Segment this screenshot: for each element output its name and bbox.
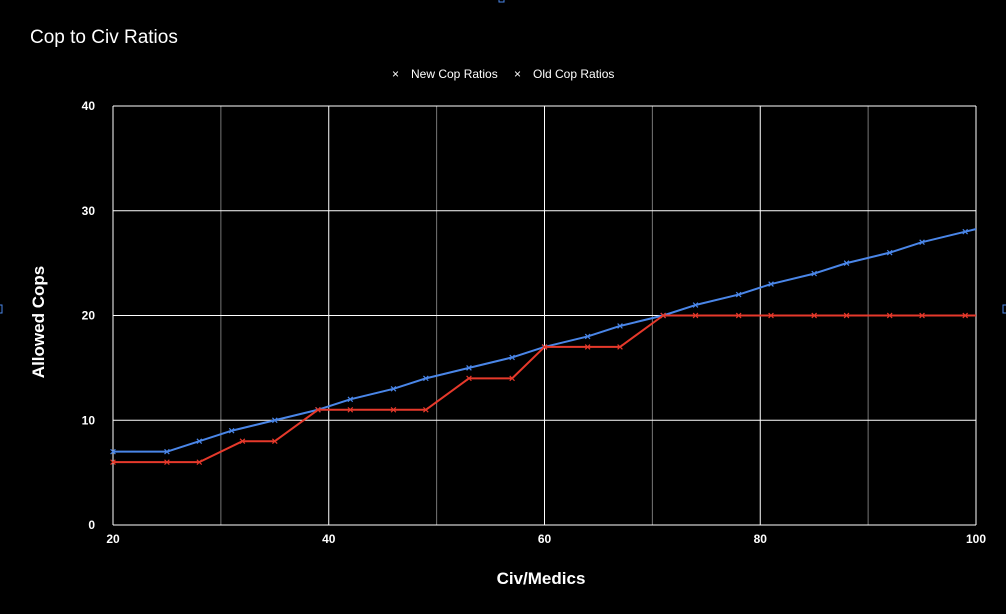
data-point[interactable]: [509, 354, 515, 361]
data-point[interactable]: [984, 224, 989, 229]
data-point[interactable]: [692, 312, 699, 319]
data-point[interactable]: [347, 406, 354, 413]
legend-marker-old: ×: [514, 67, 521, 81]
data-point[interactable]: [196, 438, 203, 445]
data-point[interactable]: [509, 375, 515, 382]
data-point[interactable]: [962, 312, 969, 319]
data-point[interactable]: [164, 448, 170, 455]
data-point[interactable]: [466, 375, 472, 382]
series-line: [113, 228, 976, 453]
data-point[interactable]: [110, 448, 116, 455]
data-point[interactable]: [196, 459, 203, 465]
legend-label-old: Old Cop Ratios: [533, 67, 614, 81]
x-axis-label: Civ/Medics: [497, 569, 586, 588]
y-axis-label: Allowed Cops: [29, 266, 48, 378]
data-point[interactable]: [843, 260, 850, 266]
y-tick-label: 0: [88, 518, 95, 532]
data-point[interactable]: [239, 438, 246, 445]
data-point[interactable]: [811, 312, 818, 319]
x-tick-label: 60: [538, 532, 552, 546]
x-tick-label: 80: [754, 532, 768, 546]
series-line: [113, 314, 976, 464]
data-point[interactable]: [271, 438, 278, 445]
data-point[interactable]: [423, 406, 429, 413]
x-tick-label: 40: [322, 532, 336, 546]
data-point[interactable]: [541, 344, 548, 350]
data-point[interactable]: [886, 312, 893, 319]
data-point[interactable]: [843, 312, 850, 319]
data-point[interactable]: [735, 291, 742, 298]
data-point[interactable]: [692, 302, 699, 308]
legend-label-new: New Cop Ratios: [411, 67, 498, 81]
data-point[interactable]: [984, 313, 989, 318]
series-1: [110, 312, 989, 465]
y-tick-label: 30: [82, 204, 96, 218]
data-point[interactable]: [228, 427, 235, 434]
data-point[interactable]: [164, 459, 170, 465]
data-point[interactable]: [315, 406, 321, 413]
data-point[interactable]: [390, 406, 397, 413]
grid: [112, 105, 977, 526]
series-0: [110, 224, 989, 455]
resize-handle-right[interactable]: [1002, 304, 1006, 314]
data-point[interactable]: [919, 239, 925, 245]
data-point[interactable]: [423, 375, 429, 382]
legend: × New Cop Ratios × Old Cop Ratios: [392, 67, 614, 81]
legend-item-old[interactable]: × Old Cop Ratios: [514, 67, 614, 81]
legend-item-new[interactable]: × New Cop Ratios: [392, 67, 498, 81]
data-point[interactable]: [347, 396, 354, 403]
resize-handle-top[interactable]: [498, 0, 505, 3]
data-point[interactable]: [466, 365, 472, 371]
tick-labels: 20 40 60 80 100 0 10 20 30 40: [82, 99, 987, 546]
data-point[interactable]: [584, 344, 591, 350]
data-point[interactable]: [110, 459, 116, 465]
x-tick-label: 20: [106, 532, 120, 546]
data-point[interactable]: [886, 249, 893, 256]
x-tick-label: 100: [966, 532, 986, 546]
data-point[interactable]: [768, 312, 774, 319]
y-tick-label: 20: [82, 309, 96, 323]
data-point[interactable]: [919, 312, 925, 319]
y-tick-label: 10: [82, 413, 96, 427]
series-group: [110, 224, 989, 465]
data-point[interactable]: [271, 417, 278, 424]
data-point[interactable]: [617, 323, 623, 329]
y-tick-label: 40: [82, 99, 96, 113]
data-point[interactable]: [811, 270, 818, 277]
data-point[interactable]: [735, 312, 742, 319]
legend-marker-new: ×: [392, 67, 399, 81]
chart-title: Cop to Civ Ratios: [30, 27, 178, 48]
data-point[interactable]: [660, 312, 666, 319]
data-point[interactable]: [617, 344, 623, 350]
data-point[interactable]: [768, 281, 774, 287]
data-point[interactable]: [584, 333, 591, 340]
data-point[interactable]: [390, 386, 397, 392]
data-point[interactable]: [962, 228, 969, 235]
resize-handle-left[interactable]: [0, 304, 3, 314]
